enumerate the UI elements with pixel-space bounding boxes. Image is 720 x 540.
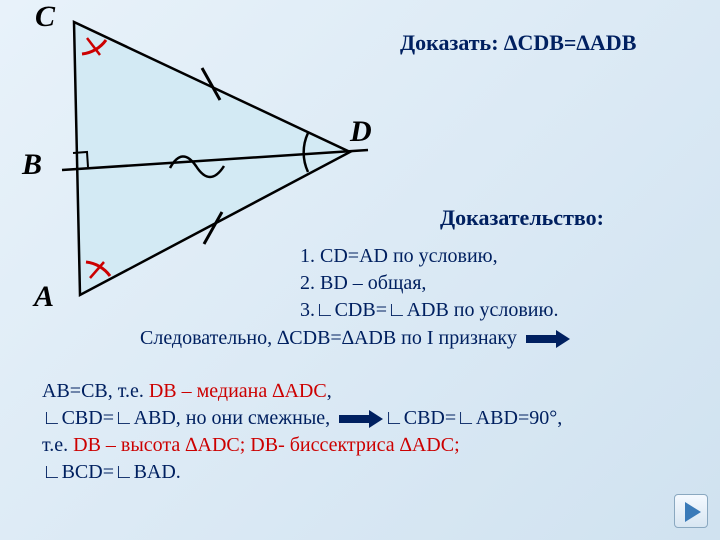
conclusion-line-4: ∟BCD=∟BAD. [42,459,562,486]
conclusion-block: AB=CB, т.е. DB – медиана ∆ADC, ∟CBD=∟ABD… [42,378,562,486]
step-2: 2. BD – общая, [300,270,558,297]
proof-header: Доказательство: [440,205,604,231]
proof-steps: 1. CD=AD по условию, 2. BD – общая, 3.∟C… [300,243,558,324]
label-A: A [34,280,54,314]
arrow-icon [526,335,562,343]
conclusion-line-3: т.е. DB – высота ∆ADC; DB- биссектриса ∆… [42,432,562,459]
label-B: B [22,148,42,182]
consequence-text: Следовательно, ∆CDB=∆ADB по I признаку [140,327,517,349]
conclusion-line-1: AB=CB, т.е. DB – медиана ∆ADC, [42,378,562,405]
consequence-line: Следовательно, ∆CDB=∆ADB по I признаку [140,327,566,350]
next-slide-button[interactable] [674,494,708,528]
step-3: 3.∟CDB=∟ADB по условию. [300,297,558,324]
conclusion-line-2: ∟CBD=∟ABD, но они смежные, ∟CBD=∟ABD=90°… [42,405,562,432]
arrow-icon [339,415,375,423]
step-1: 1. CD=AD по условию, [300,243,558,270]
label-D: D [350,115,372,149]
prove-statement: Доказать: ∆CDB=∆ADB [400,30,636,56]
label-C: C [35,0,55,34]
